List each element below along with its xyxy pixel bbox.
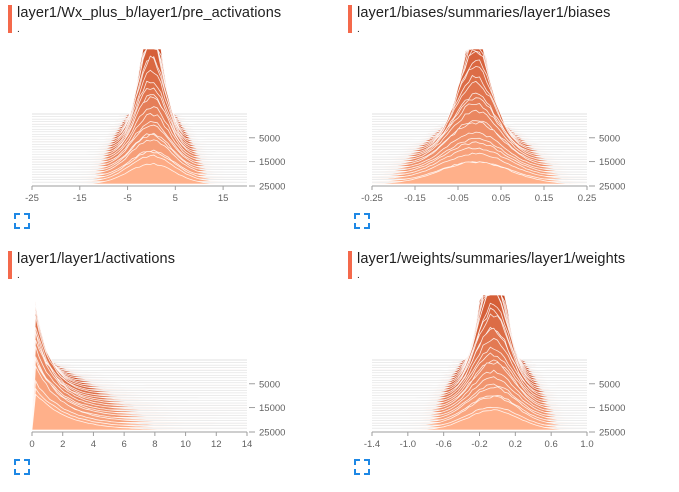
step-tick-label: 25000	[259, 182, 285, 193]
card-title: layer1/weights/summaries/layer1/weights	[357, 251, 626, 267]
x-tick-label: 6	[121, 439, 126, 450]
card-subtitle: .	[17, 270, 20, 281]
x-tick-label: 1.0	[580, 439, 593, 450]
step-tick-label: 15000	[259, 403, 285, 414]
histogram-layer	[31, 301, 248, 373]
x-tick-label: -0.25	[361, 193, 383, 204]
histogram-layer	[31, 302, 248, 368]
x-tick-label: 0.2	[509, 439, 522, 450]
x-tick-label: -5	[123, 193, 131, 204]
x-tick-label: 8	[152, 439, 157, 450]
step-tick-label: 15000	[599, 157, 625, 168]
card-title: layer1/biases/summaries/layer1/biases	[357, 5, 611, 21]
card-header: layer1/Wx_plus_b/layer1/pre_activations …	[0, 0, 330, 35]
x-tick-label: 0	[29, 439, 34, 450]
histogram-chart: 0 2 4 6 8 10 12 14 5000 15000 25000	[29, 301, 285, 450]
expand-icon[interactable]	[14, 459, 30, 475]
x-tick-label: 10	[180, 439, 191, 450]
x-tick-label: -15	[73, 193, 87, 204]
histogram-card-activations: layer1/layer1/activations . 0 2 4 6 8 10 12 14 5…	[0, 246, 330, 486]
histogram-chart: -25 -15 -5 5 15 5000 15000 25000	[25, 48, 285, 204]
histogram-layer	[32, 162, 247, 185]
x-tick-label: 0.25	[578, 193, 597, 204]
x-tick-label: -25	[25, 193, 39, 204]
histogram-layer	[372, 409, 587, 431]
card-header: layer1/weights/summaries/layer1/weights …	[340, 246, 670, 281]
card-accent-bar	[8, 5, 12, 33]
x-tick-label: 0.6	[545, 439, 558, 450]
x-tick-label: 14	[242, 439, 253, 450]
step-tick-label: 25000	[599, 182, 625, 193]
card-accent-bar	[348, 5, 352, 33]
card-header: layer1/layer1/activations .	[0, 246, 330, 281]
x-tick-label: -1.0	[400, 439, 416, 450]
card-subtitle: .	[357, 270, 360, 281]
histogram-chart: -1.4 -1.0 -0.6 -0.2 0.2 0.6 1.0 5000 15000 25000	[364, 294, 625, 450]
expand-icon[interactable]	[354, 459, 370, 475]
step-tick-label: 5000	[259, 379, 280, 390]
histogram-layer	[31, 304, 248, 370]
histogram-layer	[31, 311, 247, 363]
x-tick-label: 4	[91, 439, 96, 450]
card-header: layer1/biases/summaries/layer1/biases .	[340, 0, 670, 35]
card-accent-bar	[348, 251, 352, 279]
card-accent-bar	[8, 251, 12, 279]
step-tick-label: 5000	[599, 133, 620, 144]
step-tick-label: 15000	[259, 157, 285, 168]
card-title: layer1/layer1/activations	[17, 251, 176, 267]
histogram-layer	[31, 303, 248, 375]
histogram-card-biases: layer1/biases/summaries/layer1/biases . …	[340, 0, 670, 240]
histogram-layer	[371, 161, 588, 185]
step-tick-label: 15000	[599, 403, 625, 414]
card-subtitle: .	[357, 24, 360, 35]
step-tick-label: 5000	[259, 133, 280, 144]
x-tick-label: -1.4	[364, 439, 380, 450]
x-tick-label: -0.6	[435, 439, 451, 450]
step-tick-label: 5000	[599, 379, 620, 390]
x-tick-label: 12	[211, 439, 222, 450]
x-tick-label: -0.05	[447, 193, 469, 204]
x-tick-label: -0.15	[404, 193, 426, 204]
histogram-layer	[31, 393, 247, 431]
x-tick-label: 0.15	[535, 193, 554, 204]
x-tick-label: 2	[60, 439, 65, 450]
histogram-card-pre-activations: layer1/Wx_plus_b/layer1/pre_activations …	[0, 0, 330, 240]
step-tick-label: 25000	[599, 428, 625, 439]
histogram-chart: -0.25 -0.15 -0.05 0.05 0.15 0.25 5000 15000 2500…	[361, 48, 625, 204]
x-tick-label: 0.05	[492, 193, 511, 204]
x-tick-label: -0.2	[471, 439, 487, 450]
expand-icon[interactable]	[14, 213, 30, 229]
x-tick-label: 5	[173, 193, 178, 204]
histogram-layer	[31, 308, 248, 365]
x-tick-label: 15	[218, 193, 229, 204]
step-tick-label: 25000	[259, 428, 285, 439]
expand-icon[interactable]	[354, 213, 370, 229]
histogram-card-weights: layer1/weights/summaries/layer1/weights …	[340, 246, 670, 486]
card-subtitle: .	[17, 24, 20, 35]
card-title: layer1/Wx_plus_b/layer1/pre_activations	[17, 5, 282, 21]
